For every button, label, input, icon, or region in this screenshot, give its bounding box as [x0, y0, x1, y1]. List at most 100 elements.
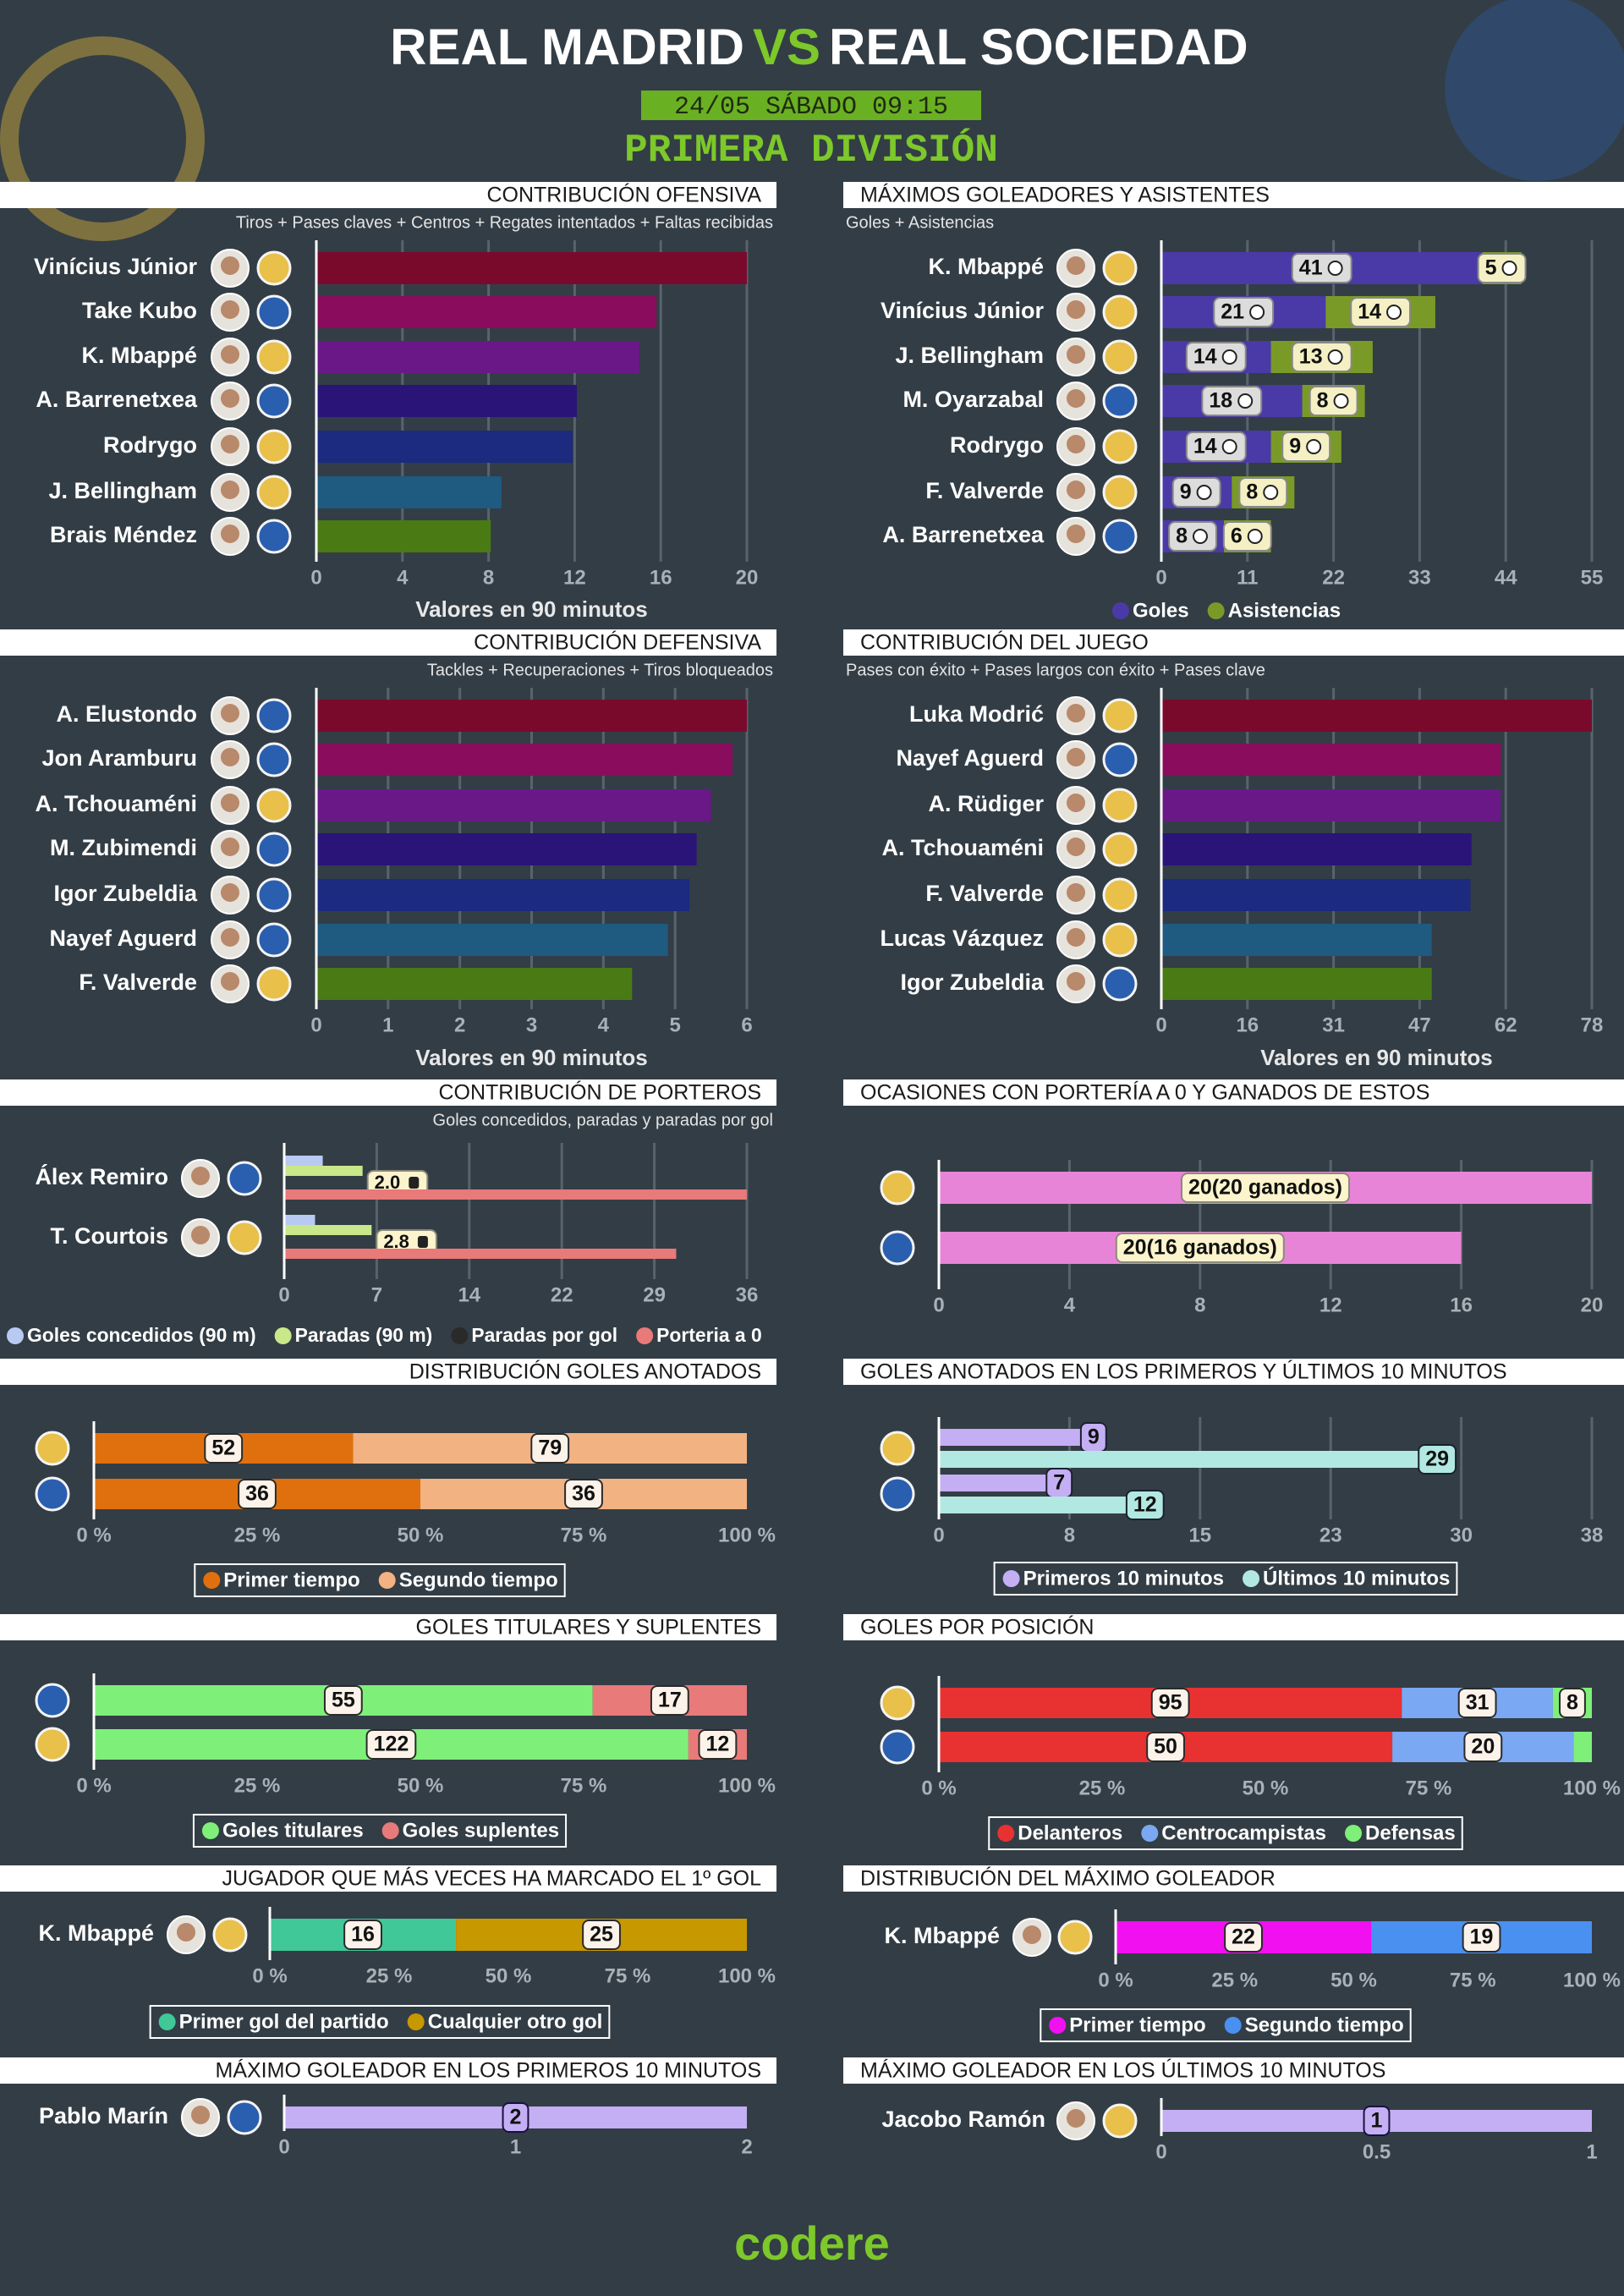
section-title: CONTRIBUCIÓN DEL JUEGO [860, 630, 1149, 655]
x-tick-label: 50 % [1243, 1777, 1289, 1799]
x-axis-label: Valores en 90 minutos [415, 1045, 648, 1070]
player-face [1067, 704, 1085, 722]
value-label: 20(16 ganados) [1123, 1236, 1277, 1260]
player-face [221, 972, 239, 991]
bar [316, 252, 747, 284]
value-label: 16 [351, 1923, 375, 1947]
bar [316, 476, 502, 508]
category-label: Lucas Vázquez [880, 926, 1044, 951]
x-tick-label: 2 [741, 2135, 752, 2158]
section-subtitle: Goles concedidos, paradas y paradas por … [433, 1111, 773, 1129]
brand-logo: codere [734, 2216, 890, 2270]
legend-label: Segundo tiempo [399, 1568, 558, 1591]
player-face [221, 345, 239, 364]
value-label: 5 [1485, 256, 1497, 280]
legend-marker [1049, 2017, 1067, 2034]
x-tick-label: 75 % [1406, 1777, 1452, 1799]
team-badge [1102, 2103, 1138, 2139]
value-label: 22 [1232, 1925, 1255, 1949]
section-title: GOLES ANOTADOS EN LOS PRIMEROS Y ÚLTIMOS… [860, 1359, 1507, 1384]
team-badge [256, 966, 292, 1002]
player-face [1023, 1925, 1041, 1944]
category-label: K. Mbappé [928, 254, 1044, 279]
x-tick-label: 6 [741, 1013, 752, 1036]
legend-marker [1111, 602, 1129, 619]
value-label: 20(20 ganados) [1188, 1176, 1342, 1200]
legend-label: Defensas [1365, 1821, 1456, 1844]
x-tick-label: 0 % [76, 1774, 111, 1797]
x-tick-label: 0 [278, 1283, 289, 1306]
value-label: 1 [1371, 2109, 1383, 2133]
date-box [641, 91, 981, 120]
player-face [177, 1923, 195, 1942]
team-badge [227, 1220, 262, 1255]
team-badge [1102, 966, 1138, 1002]
team-badge [880, 1230, 915, 1266]
section-title: DISTRIBUCIÓN GOLES ANOTADOS [409, 1359, 761, 1384]
x-tick-label: 78 [1581, 1013, 1604, 1036]
legend-marker [158, 2013, 176, 2030]
player-face [191, 1226, 210, 1244]
team-badge [1102, 698, 1138, 733]
section-title: CONTRIBUCIÓN DE PORTEROS [438, 1080, 761, 1105]
x-tick-label: 62 [1495, 1013, 1517, 1036]
player-face [1067, 972, 1085, 991]
x-tick-label: 0 [1155, 1013, 1166, 1036]
team-badge [880, 1476, 915, 1512]
x-tick-label: 8 [483, 566, 494, 589]
section-header [843, 2057, 1624, 2084]
value-label: 36 [245, 1482, 269, 1506]
category-label: K. Mbappé [81, 343, 197, 368]
category-label: Brais Méndez [50, 522, 197, 547]
bar [316, 431, 573, 463]
value-label-box [323, 1685, 363, 1716]
value-label: 55 [332, 1689, 355, 1712]
x-tick-label: 100 % [718, 1774, 776, 1797]
bar [1161, 700, 1592, 732]
player-face [221, 704, 239, 722]
label-icon [409, 1177, 420, 1189]
x-tick-label: 100 % [718, 1524, 776, 1546]
label-icon [1247, 529, 1263, 544]
team-badge [880, 1170, 915, 1206]
value-label-box [1180, 1173, 1351, 1203]
team-badge [227, 1161, 262, 1196]
x-tick-label: 16 [1450, 1294, 1473, 1316]
bar [316, 744, 733, 776]
bar [1161, 879, 1471, 911]
value-label-box [1146, 1732, 1185, 1762]
label-icon [1249, 305, 1265, 320]
section-header [0, 1614, 776, 1640]
x-tick-label: 29 [643, 1283, 666, 1306]
bar [939, 1497, 1145, 1513]
value-label-box [1418, 1444, 1457, 1475]
value-label-box [1150, 1688, 1190, 1718]
x-tick-label: 25 % [1211, 1969, 1258, 1991]
legend-marker [407, 2013, 425, 2030]
x-tick-label: 38 [1581, 1524, 1604, 1546]
x-tick-label: 100 % [718, 1964, 776, 1987]
legend-label: Segundo tiempo [1245, 2013, 1404, 2036]
category-label: J. Bellingham [48, 478, 197, 503]
category-label: Álex Remiro [35, 1163, 168, 1189]
section-header [0, 1865, 776, 1892]
category-label: Rodrygo [103, 432, 197, 458]
legend-box [194, 1563, 566, 1597]
category-label: Igor Zubeldia [53, 881, 197, 906]
legend-marker [1243, 1570, 1260, 1587]
legend-marker [381, 1822, 399, 1839]
category-label: A. Barrenetxea [882, 522, 1045, 547]
legend-marker [1345, 1825, 1363, 1842]
section-header [843, 1865, 1624, 1892]
category-label: A. Barrenetxea [36, 387, 198, 412]
value-label: 79 [538, 1436, 562, 1460]
value-label-box [1115, 1233, 1285, 1263]
bar [316, 385, 577, 417]
value-label-box [1224, 1922, 1263, 1953]
category-label: M. Oyarzabal [903, 387, 1044, 412]
value-label-box [204, 1433, 244, 1464]
section-header [0, 1359, 776, 1385]
player-face [221, 748, 239, 766]
